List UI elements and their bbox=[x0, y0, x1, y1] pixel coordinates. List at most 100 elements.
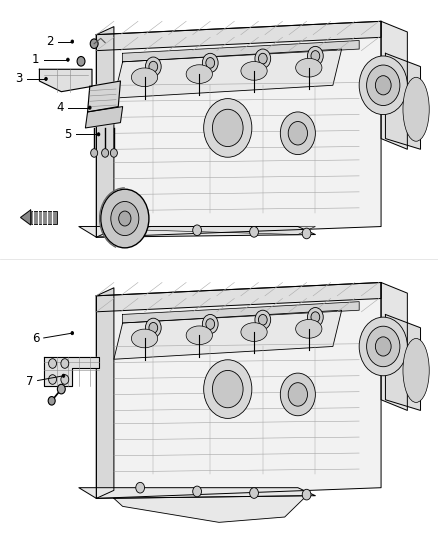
Circle shape bbox=[311, 51, 320, 61]
Circle shape bbox=[136, 221, 145, 232]
Circle shape bbox=[67, 58, 69, 61]
Circle shape bbox=[204, 99, 252, 157]
Circle shape bbox=[258, 53, 267, 64]
Circle shape bbox=[359, 317, 407, 376]
Circle shape bbox=[136, 482, 145, 493]
Circle shape bbox=[359, 56, 407, 115]
Circle shape bbox=[280, 373, 315, 416]
Polygon shape bbox=[96, 21, 381, 237]
Ellipse shape bbox=[403, 338, 429, 402]
Circle shape bbox=[375, 337, 391, 356]
Circle shape bbox=[280, 112, 315, 155]
Circle shape bbox=[206, 58, 215, 68]
Ellipse shape bbox=[296, 320, 322, 338]
Polygon shape bbox=[44, 357, 99, 386]
Circle shape bbox=[204, 360, 252, 418]
Circle shape bbox=[302, 489, 311, 500]
Text: 1: 1 bbox=[32, 53, 40, 66]
Circle shape bbox=[90, 39, 98, 49]
Circle shape bbox=[119, 211, 131, 226]
Polygon shape bbox=[96, 288, 114, 498]
Bar bbox=[31, 211, 57, 224]
Circle shape bbox=[145, 318, 161, 337]
Circle shape bbox=[307, 308, 323, 327]
Polygon shape bbox=[123, 302, 359, 323]
Polygon shape bbox=[79, 488, 315, 498]
Circle shape bbox=[202, 53, 218, 72]
Circle shape bbox=[77, 56, 85, 66]
Circle shape bbox=[62, 374, 65, 377]
Text: 2: 2 bbox=[46, 35, 54, 48]
Circle shape bbox=[193, 225, 201, 236]
Circle shape bbox=[375, 76, 391, 95]
Ellipse shape bbox=[241, 322, 267, 342]
Circle shape bbox=[71, 332, 74, 335]
Circle shape bbox=[91, 149, 98, 157]
Circle shape bbox=[49, 359, 57, 368]
Ellipse shape bbox=[241, 62, 267, 80]
Polygon shape bbox=[381, 21, 407, 149]
Ellipse shape bbox=[186, 326, 212, 344]
Text: 7: 7 bbox=[26, 375, 34, 387]
Polygon shape bbox=[96, 21, 381, 51]
Text: 4: 4 bbox=[57, 101, 64, 114]
Polygon shape bbox=[114, 496, 307, 522]
Circle shape bbox=[250, 488, 258, 498]
Circle shape bbox=[49, 375, 57, 384]
Circle shape bbox=[61, 375, 69, 384]
Circle shape bbox=[48, 397, 55, 405]
Circle shape bbox=[101, 189, 149, 248]
Circle shape bbox=[307, 46, 323, 66]
Circle shape bbox=[202, 314, 218, 334]
Circle shape bbox=[111, 201, 139, 236]
Circle shape bbox=[102, 149, 109, 157]
Text: 6: 6 bbox=[32, 332, 40, 345]
Circle shape bbox=[367, 65, 400, 106]
Polygon shape bbox=[88, 81, 120, 112]
Polygon shape bbox=[385, 314, 420, 410]
Circle shape bbox=[71, 40, 74, 43]
Circle shape bbox=[145, 57, 161, 76]
Circle shape bbox=[110, 149, 117, 157]
Polygon shape bbox=[21, 210, 31, 225]
Text: 3: 3 bbox=[15, 72, 22, 85]
Circle shape bbox=[61, 359, 69, 368]
Polygon shape bbox=[96, 282, 381, 312]
Circle shape bbox=[288, 122, 307, 145]
Circle shape bbox=[212, 109, 243, 147]
Circle shape bbox=[367, 326, 400, 367]
Ellipse shape bbox=[403, 77, 429, 141]
Circle shape bbox=[57, 384, 65, 394]
Polygon shape bbox=[385, 53, 420, 149]
Circle shape bbox=[97, 133, 100, 136]
Ellipse shape bbox=[131, 68, 158, 86]
Circle shape bbox=[45, 77, 47, 80]
Text: 5: 5 bbox=[64, 128, 71, 141]
Polygon shape bbox=[39, 69, 92, 92]
Circle shape bbox=[255, 49, 271, 68]
Polygon shape bbox=[114, 227, 315, 235]
Polygon shape bbox=[123, 41, 359, 62]
Circle shape bbox=[206, 319, 215, 329]
Ellipse shape bbox=[186, 65, 212, 83]
Polygon shape bbox=[85, 107, 123, 128]
Polygon shape bbox=[96, 282, 381, 498]
Circle shape bbox=[302, 228, 311, 239]
Polygon shape bbox=[114, 49, 342, 98]
Circle shape bbox=[288, 383, 307, 406]
Circle shape bbox=[212, 370, 243, 408]
Circle shape bbox=[149, 322, 158, 333]
Polygon shape bbox=[114, 310, 342, 359]
Polygon shape bbox=[96, 27, 114, 237]
Circle shape bbox=[258, 314, 267, 325]
Circle shape bbox=[255, 310, 271, 329]
Polygon shape bbox=[381, 282, 407, 410]
Ellipse shape bbox=[296, 58, 322, 77]
Circle shape bbox=[88, 106, 91, 109]
Ellipse shape bbox=[131, 329, 158, 348]
Circle shape bbox=[311, 312, 320, 322]
Circle shape bbox=[250, 227, 258, 237]
Circle shape bbox=[149, 61, 158, 72]
Circle shape bbox=[193, 486, 201, 497]
Polygon shape bbox=[79, 227, 315, 237]
